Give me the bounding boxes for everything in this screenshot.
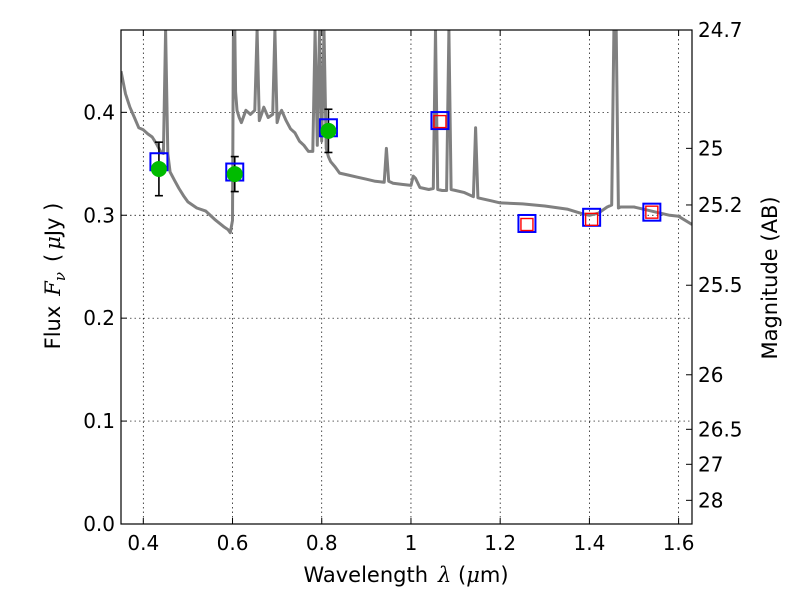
- x-axis-label-symbol: λ: [437, 563, 451, 587]
- x-axis-label-unit-mu: μ: [466, 563, 480, 587]
- predicted-photometry-square: [645, 205, 659, 219]
- y2-tick-label: 25: [698, 136, 723, 160]
- y2-tick-label: 27: [698, 452, 723, 476]
- x-axis-label-unit-close: m): [480, 563, 509, 587]
- observed-photometry-point: [226, 166, 243, 183]
- x-tick-label: 0.4: [127, 531, 159, 555]
- y-axis-label-symbol: F: [41, 280, 65, 297]
- y-tick-label: 0.4: [83, 100, 115, 124]
- x-tick-label: 1: [405, 531, 418, 555]
- y-axis-label-unit-mu: μ: [41, 236, 65, 250]
- x-tick-label: 0.6: [217, 531, 249, 555]
- x-tick-label: 1.4: [573, 531, 605, 555]
- y2-tick-label: 24.7: [698, 18, 743, 42]
- y-axis-label-unit-open: (: [41, 254, 65, 262]
- axis-ticks: 0.4 0.6 0.8 1 1.2 1.4 1.6 0.0 0.1 0.2 0.3 0.4 24.7 25…: [83, 18, 742, 555]
- x-tick-label: 1.2: [484, 531, 516, 555]
- observed-photometry-point: [150, 160, 167, 177]
- y2-tick-label: 26.5: [698, 417, 743, 441]
- model-photometry-square: [517, 213, 537, 233]
- y-axis-label-subscript: ν: [51, 272, 69, 281]
- y-tick-label: 0.1: [83, 409, 115, 433]
- plot-frame: [120, 29, 693, 525]
- y2-tick-label: 25.5: [698, 273, 743, 297]
- predicted-photometry-square: [520, 217, 534, 232]
- x-tick-label: 1.6: [663, 531, 695, 555]
- model-photometry-square: [642, 202, 662, 222]
- observed-photometry-point: [320, 122, 337, 139]
- y-tick-label: 0.2: [83, 306, 115, 330]
- x-axis-label-unit-open: (: [451, 563, 466, 587]
- x-axis-label: Wavelength λ (μm): [303, 563, 508, 587]
- x-axis-label-text: Wavelength: [303, 563, 428, 587]
- y2-tick-label: 25.2: [698, 193, 743, 217]
- y2-tick-label: 28: [698, 488, 723, 512]
- predicted-photometry-square: [584, 212, 599, 227]
- y-axis-label-unit-close: Jy ): [41, 203, 65, 239]
- sed-model: [121, 30, 692, 235]
- model-photometry-square: [430, 111, 450, 131]
- sed-model-line: [121, 30, 692, 235]
- y-tick-label: 0.3: [83, 203, 115, 227]
- y-axis-label: Flux Fν ( μJy ): [41, 203, 69, 350]
- photometry-markers: [149, 108, 662, 233]
- x-tick-label: 0.8: [306, 531, 338, 555]
- y-axis-label-text: Flux: [41, 306, 65, 350]
- y-tick-label: 0.0: [83, 512, 115, 536]
- y2-tick-label: 26: [698, 363, 723, 387]
- predicted-photometry-square: [433, 114, 447, 129]
- y2-axis-label: Magnitude (AB): [758, 196, 782, 359]
